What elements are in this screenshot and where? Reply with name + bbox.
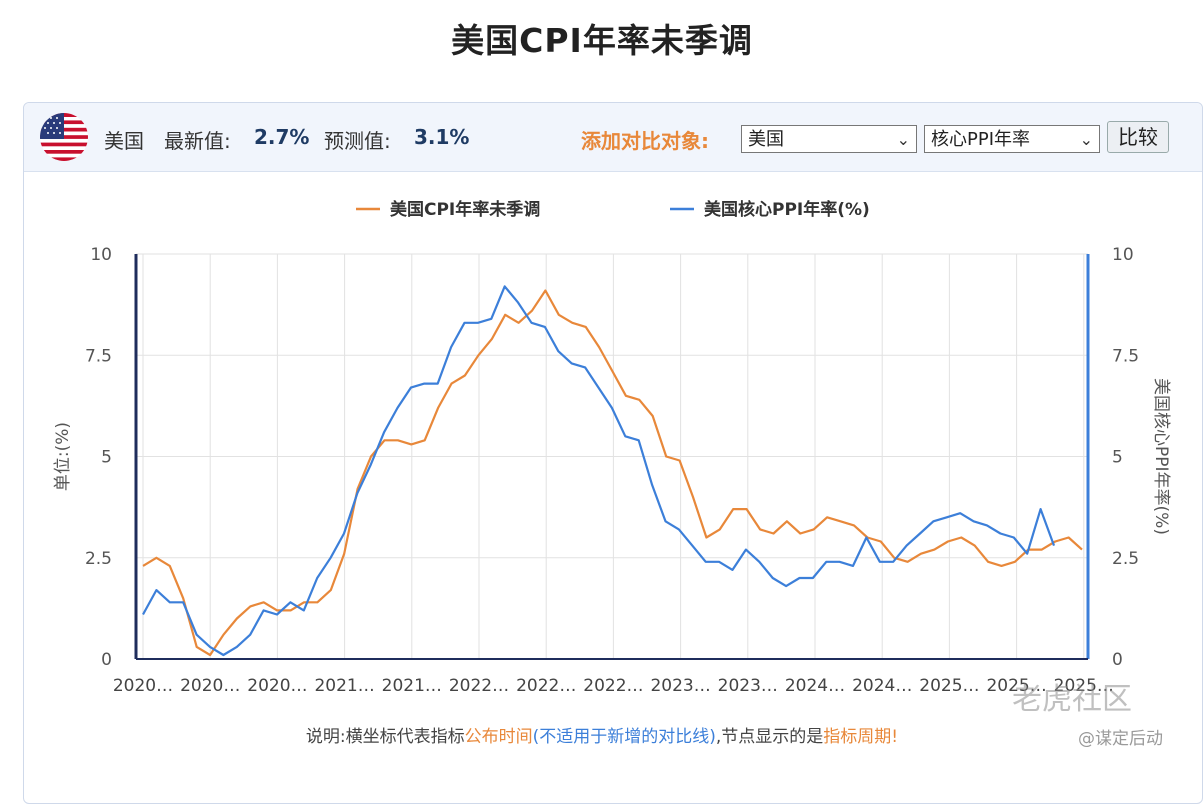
indicator-select[interactable]: 核心PPI年率 ⌄ (924, 125, 1100, 153)
x-tick-label: 2023… (718, 676, 778, 696)
x-tick-label: 2020… (180, 676, 240, 696)
series-line-core-ppi (142, 285, 1056, 657)
line-chart: 0 0 2.5 2.5 5 5 7.5 7.5 10 10 2020… 2020… 2020… 2021…… (53, 199, 1171, 696)
us-flag-icon (40, 113, 88, 161)
note-node-text: ,节点显示的是 (715, 727, 824, 747)
y-tick-label-right: 7.5 (1112, 346, 1139, 366)
x-tick-label: 2025… (986, 676, 1046, 696)
x-tick-label: 2021… (314, 676, 374, 696)
x-tick-label: 2025… (1054, 676, 1114, 696)
x-tick-label: 2020… (113, 676, 173, 696)
country-name: 美国 (104, 129, 144, 153)
y-tick-label-left: 5 (101, 448, 112, 468)
legend-label: 美国CPI年率未季调 (390, 199, 540, 220)
y-tick-label-right: 2.5 (1112, 549, 1139, 569)
y-tick-label-left: 7.5 (85, 346, 112, 366)
note-period: 指标周期! (823, 727, 899, 747)
y-tick-label-left: 10 (90, 245, 112, 265)
latest-value: 2.7% (254, 125, 310, 149)
footnote: 说明:横坐标代表指标公布时间(不适用于新增的对比线),节点显示的是指标周期! (0, 722, 1204, 747)
compare-button[interactable]: 比较 (1107, 121, 1169, 153)
y-tick-label-right: 5 (1112, 448, 1123, 468)
page-title: 美国CPI年率未季调 (451, 21, 753, 60)
chevron-down-icon: ⌄ (896, 130, 910, 149)
y-tick-label-left: 2.5 (85, 549, 112, 569)
series-line-cpi (142, 289, 1083, 657)
x-tick-label: 2022… (516, 676, 576, 696)
note-publish-time: 公布时间 (464, 727, 533, 747)
latest-label: 最新值: (164, 129, 231, 153)
toolbar: 美国 最新值: 2.7% 预测值: 3.1% 添加对比对象: 美国 ⌄ 核心PP… (24, 103, 1202, 172)
country-select-value: 美国 (748, 129, 784, 150)
add-compare-label: 添加对比对象: (581, 129, 709, 153)
indicator-select-value: 核心PPI年率 (931, 129, 1031, 150)
y-axis-label-right: 美国核心PPI年率(%) (1151, 378, 1171, 535)
forecast-value: 3.1% (414, 125, 470, 149)
watermark-logo: 老虎社区 (1012, 682, 1132, 717)
x-tick-label: 2022… (583, 676, 643, 696)
watermark-handle: @谋定后动 (1078, 729, 1163, 749)
x-tick-label: 2023… (650, 676, 710, 696)
forecast-label: 预测值: (324, 129, 391, 153)
y-tick-label-left: 0 (101, 650, 112, 670)
note-not-applicable: (不适用于新增的对比线) (532, 727, 716, 747)
x-tick-label: 2022… (449, 676, 509, 696)
y-tick-label-right: 0 (1112, 650, 1123, 670)
y-tick-label-right: 10 (1112, 245, 1134, 265)
chevron-down-icon: ⌄ (1079, 130, 1093, 149)
x-tick-label: 2020… (247, 676, 307, 696)
x-tick-label: 2025… (919, 676, 979, 696)
note-prefix: 说明:横坐标代表指标 (305, 727, 465, 747)
y-axis-label-left: 单位:(%) (53, 422, 73, 491)
country-select[interactable]: 美国 ⌄ (741, 125, 917, 153)
x-tick-label: 2024… (785, 676, 845, 696)
x-tick-label: 2024… (852, 676, 912, 696)
x-tick-label: 2021… (382, 676, 442, 696)
legend-label: 美国核心PPI年率(%) (704, 199, 870, 220)
